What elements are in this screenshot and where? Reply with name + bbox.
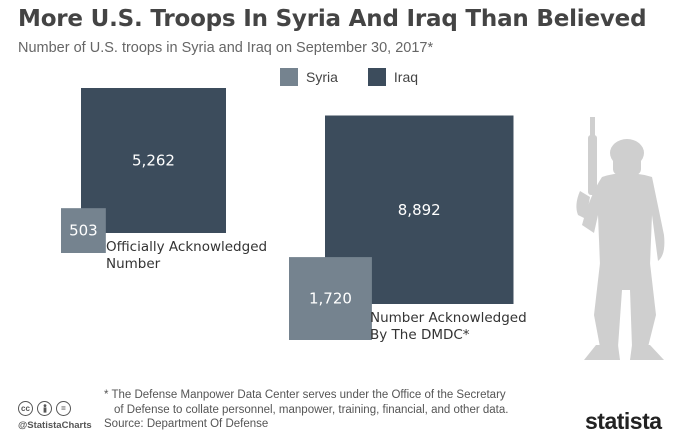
category-label-line: Number xyxy=(106,256,161,272)
license-icons: cc = xyxy=(18,401,71,416)
legend-item-iraq: Iraq xyxy=(367,68,419,86)
footnote-line: of Defense to collate personnel, manpowe… xyxy=(114,404,509,416)
cc-icon: cc xyxy=(18,401,33,416)
legend-item-syria: Syria xyxy=(280,68,338,86)
bar-syria-1 xyxy=(289,257,372,340)
category-label-line: By The DMDC* xyxy=(370,327,470,343)
footnote-line: * The Defense Manpower Data Center serve… xyxy=(104,389,506,401)
data-label-syria-1: 1,720 xyxy=(309,290,352,308)
person-icon xyxy=(37,401,52,416)
category-label-line: Officially Acknowledged xyxy=(106,239,268,255)
legend-swatch-iraq xyxy=(367,68,386,86)
category-label-dmdc: Number Acknowledged By The DMDC* xyxy=(370,310,527,344)
source-note: Source: Department Of Defense xyxy=(104,418,269,430)
footnote: * The Defense Manpower Data Center serve… xyxy=(104,388,554,418)
soldier-silhouette-icon xyxy=(576,117,665,360)
social-handle: @StatistaCharts xyxy=(18,420,92,431)
chart-subtitle: Number of U.S. troops in Syria and Iraq … xyxy=(18,40,434,56)
data-label-iraq-0: 5,262 xyxy=(132,152,175,170)
legend-label-syria: Syria xyxy=(306,69,338,85)
category-label-line: Number Acknowledged xyxy=(370,310,527,326)
equals-icon: = xyxy=(56,401,71,416)
data-label-iraq-1: 8,892 xyxy=(398,201,441,219)
data-label-syria-0: 503 xyxy=(69,222,98,240)
bar-syria-0 xyxy=(61,208,106,253)
logo-text: statista xyxy=(585,408,662,434)
chart-title: More U.S. Troops In Syria And Iraq Than … xyxy=(18,6,647,32)
legend: Syria Iraq xyxy=(280,68,418,86)
statista-logo-icon[interactable]: statista xyxy=(585,408,662,435)
legend-swatch-syria xyxy=(280,68,298,86)
category-label-official: Officially Acknowledged Number xyxy=(106,239,267,273)
square-area-chart: 5,262 503 8,892 1,720 xyxy=(61,88,514,340)
legend-label-iraq: Iraq xyxy=(393,69,419,85)
